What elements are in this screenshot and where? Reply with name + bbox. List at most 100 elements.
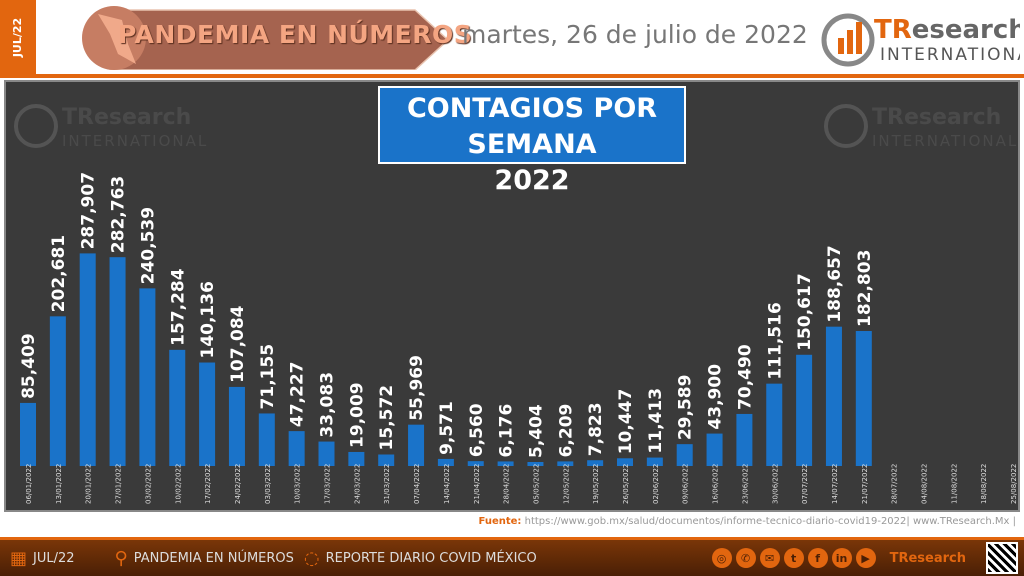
header: JUL/22 PANDEMIA EN NÚMEROS martes, 26 de… bbox=[0, 0, 1024, 78]
x-tick-label: 28/04/2022 bbox=[503, 464, 511, 504]
bar bbox=[646, 457, 663, 466]
chart-title-box: CONTAGIOS POR SEMANA 2022 bbox=[378, 86, 686, 196]
bar bbox=[169, 349, 186, 466]
x-tick-label: 24/02/2022 bbox=[234, 464, 242, 504]
facebook-icon[interactable]: f bbox=[807, 548, 828, 568]
data-label: 19,009 bbox=[347, 382, 367, 448]
x-tick-label: 05/05/2022 bbox=[532, 464, 540, 504]
map-pin-icon: ⚲ bbox=[114, 547, 128, 569]
twitter-icon[interactable]: t bbox=[783, 548, 804, 568]
bar bbox=[79, 253, 96, 466]
data-label: 11,413 bbox=[646, 388, 666, 454]
data-label: 6,176 bbox=[497, 404, 517, 458]
x-tick-label: 07/07/2022 bbox=[801, 464, 809, 504]
data-label: 55,969 bbox=[407, 355, 427, 421]
x-tick-label: 20/01/2022 bbox=[85, 464, 93, 504]
x-tick-label: 12/05/2022 bbox=[562, 464, 570, 504]
x-tick-label: 28/07/2022 bbox=[891, 464, 899, 504]
bar bbox=[109, 257, 126, 466]
linkedin-icon[interactable]: in bbox=[831, 548, 852, 568]
bar bbox=[497, 461, 514, 466]
x-tick-label: 10/02/2022 bbox=[174, 464, 182, 504]
data-label: 70,490 bbox=[735, 344, 755, 410]
footer: ▦ JUL/22 ⚲ PANDEMIA EN NÚMEROS ◌ REPORTE DI… bbox=[0, 537, 1024, 576]
side-tab-label: JUL/22 bbox=[11, 17, 25, 57]
qr-code[interactable] bbox=[986, 542, 1018, 574]
bar bbox=[199, 362, 216, 466]
data-label: 10,447 bbox=[616, 389, 636, 455]
data-label: 7,823 bbox=[586, 402, 606, 456]
x-tick-label: 23/06/2022 bbox=[741, 464, 749, 504]
bar bbox=[587, 460, 604, 466]
x-tick-label: 24/03/2022 bbox=[353, 464, 361, 504]
x-tick-label: 27/01/2022 bbox=[115, 464, 123, 504]
bar bbox=[736, 413, 753, 466]
data-label: 111,516 bbox=[765, 302, 785, 379]
x-tick-label: 30/06/2022 bbox=[771, 464, 779, 504]
bar bbox=[825, 326, 842, 466]
footer-section-label: PANDEMIA EN NÚMEROS bbox=[133, 550, 294, 566]
x-tick-label: 11/08/2022 bbox=[950, 464, 958, 504]
chat-chart-icon: ◌ bbox=[303, 547, 320, 569]
footer-date: ▦ JUL/22 bbox=[10, 548, 75, 569]
chart-title: CONTAGIOS POR SEMANA bbox=[406, 93, 658, 160]
bar bbox=[408, 424, 425, 466]
data-label: 107,084 bbox=[228, 305, 248, 383]
bar bbox=[706, 433, 723, 466]
x-tick-label: 03/02/2022 bbox=[144, 464, 152, 504]
whatsapp-icon[interactable]: ✆ bbox=[735, 548, 756, 568]
footer-logo: TResearch bbox=[889, 550, 966, 566]
x-tick-label: 09/06/2022 bbox=[682, 464, 690, 504]
x-tick-label: 10/03/2022 bbox=[294, 464, 302, 504]
data-label: 188,657 bbox=[825, 245, 845, 322]
x-tick-label: 21/04/2022 bbox=[473, 464, 481, 504]
bar bbox=[348, 451, 365, 466]
bar bbox=[20, 402, 36, 466]
calendar-icon: ▦ bbox=[10, 547, 28, 569]
svg-text:INTERNATIONAL: INTERNATIONAL bbox=[872, 132, 1018, 150]
bar bbox=[855, 331, 872, 466]
watermark-right: TResearch INTERNATIONAL bbox=[824, 104, 1018, 150]
x-tick-label: 14/07/2022 bbox=[831, 464, 839, 504]
globe-icon[interactable]: ◎ bbox=[711, 548, 732, 568]
data-label: 6,209 bbox=[556, 404, 576, 458]
report-date: martes, 26 de julio de 2022 bbox=[462, 20, 808, 49]
bar bbox=[228, 386, 245, 466]
data-label: 157,284 bbox=[168, 268, 188, 346]
watermark-left: TResearch INTERNATIONAL bbox=[14, 104, 208, 150]
data-label: 240,539 bbox=[138, 207, 158, 284]
logo: TResearch INTERNATIONAL bbox=[821, 13, 1020, 67]
x-tick-label: 18/08/2022 bbox=[980, 464, 988, 504]
bar bbox=[467, 461, 484, 466]
social-links: ◎ ✆ ✉ t f in ▶ bbox=[711, 548, 876, 568]
mail-icon[interactable]: ✉ bbox=[759, 548, 780, 568]
data-label: 140,136 bbox=[198, 281, 218, 358]
footer-report: ◌ REPORTE DIARIO COVID MÉXICO bbox=[304, 548, 537, 569]
bar bbox=[766, 383, 783, 466]
data-label: 43,900 bbox=[706, 364, 726, 430]
banner bbox=[82, 6, 450, 70]
source-note: Fuente: https://www.gob.mx/salud/documen… bbox=[479, 516, 1016, 527]
source-label: Fuente: bbox=[478, 516, 522, 527]
youtube-icon[interactable]: ▶ bbox=[855, 548, 876, 568]
data-label: 9,571 bbox=[437, 401, 457, 455]
x-tick-label: 31/03/2022 bbox=[383, 464, 391, 504]
svg-text:INTERNATIONAL: INTERNATIONAL bbox=[880, 45, 1020, 65]
bar bbox=[258, 413, 275, 466]
x-tick-label: 26/05/2022 bbox=[622, 464, 630, 504]
x-tick-label: 16/06/2022 bbox=[712, 464, 720, 504]
svg-text:INTERNATIONAL: INTERNATIONAL bbox=[62, 132, 208, 150]
banner-title: PANDEMIA EN NÚMEROS bbox=[118, 20, 473, 49]
x-tick-label: 21/07/2022 bbox=[861, 464, 869, 504]
bar bbox=[139, 288, 156, 466]
source-link[interactable]: https://www.gob.mx/salud/documentos/info… bbox=[524, 516, 1016, 527]
x-tick-label: 06/01/2022 bbox=[25, 464, 33, 504]
x-tick-label: 03/03/2022 bbox=[264, 464, 272, 504]
x-tick-label: 17/03/2022 bbox=[324, 464, 332, 504]
data-label: 15,572 bbox=[377, 385, 397, 451]
chart-subtitle: 2022 bbox=[494, 165, 570, 196]
bar bbox=[527, 462, 544, 466]
bar bbox=[49, 316, 66, 466]
footer-date-label: JUL/22 bbox=[33, 550, 75, 566]
data-label: 5,404 bbox=[526, 404, 546, 458]
